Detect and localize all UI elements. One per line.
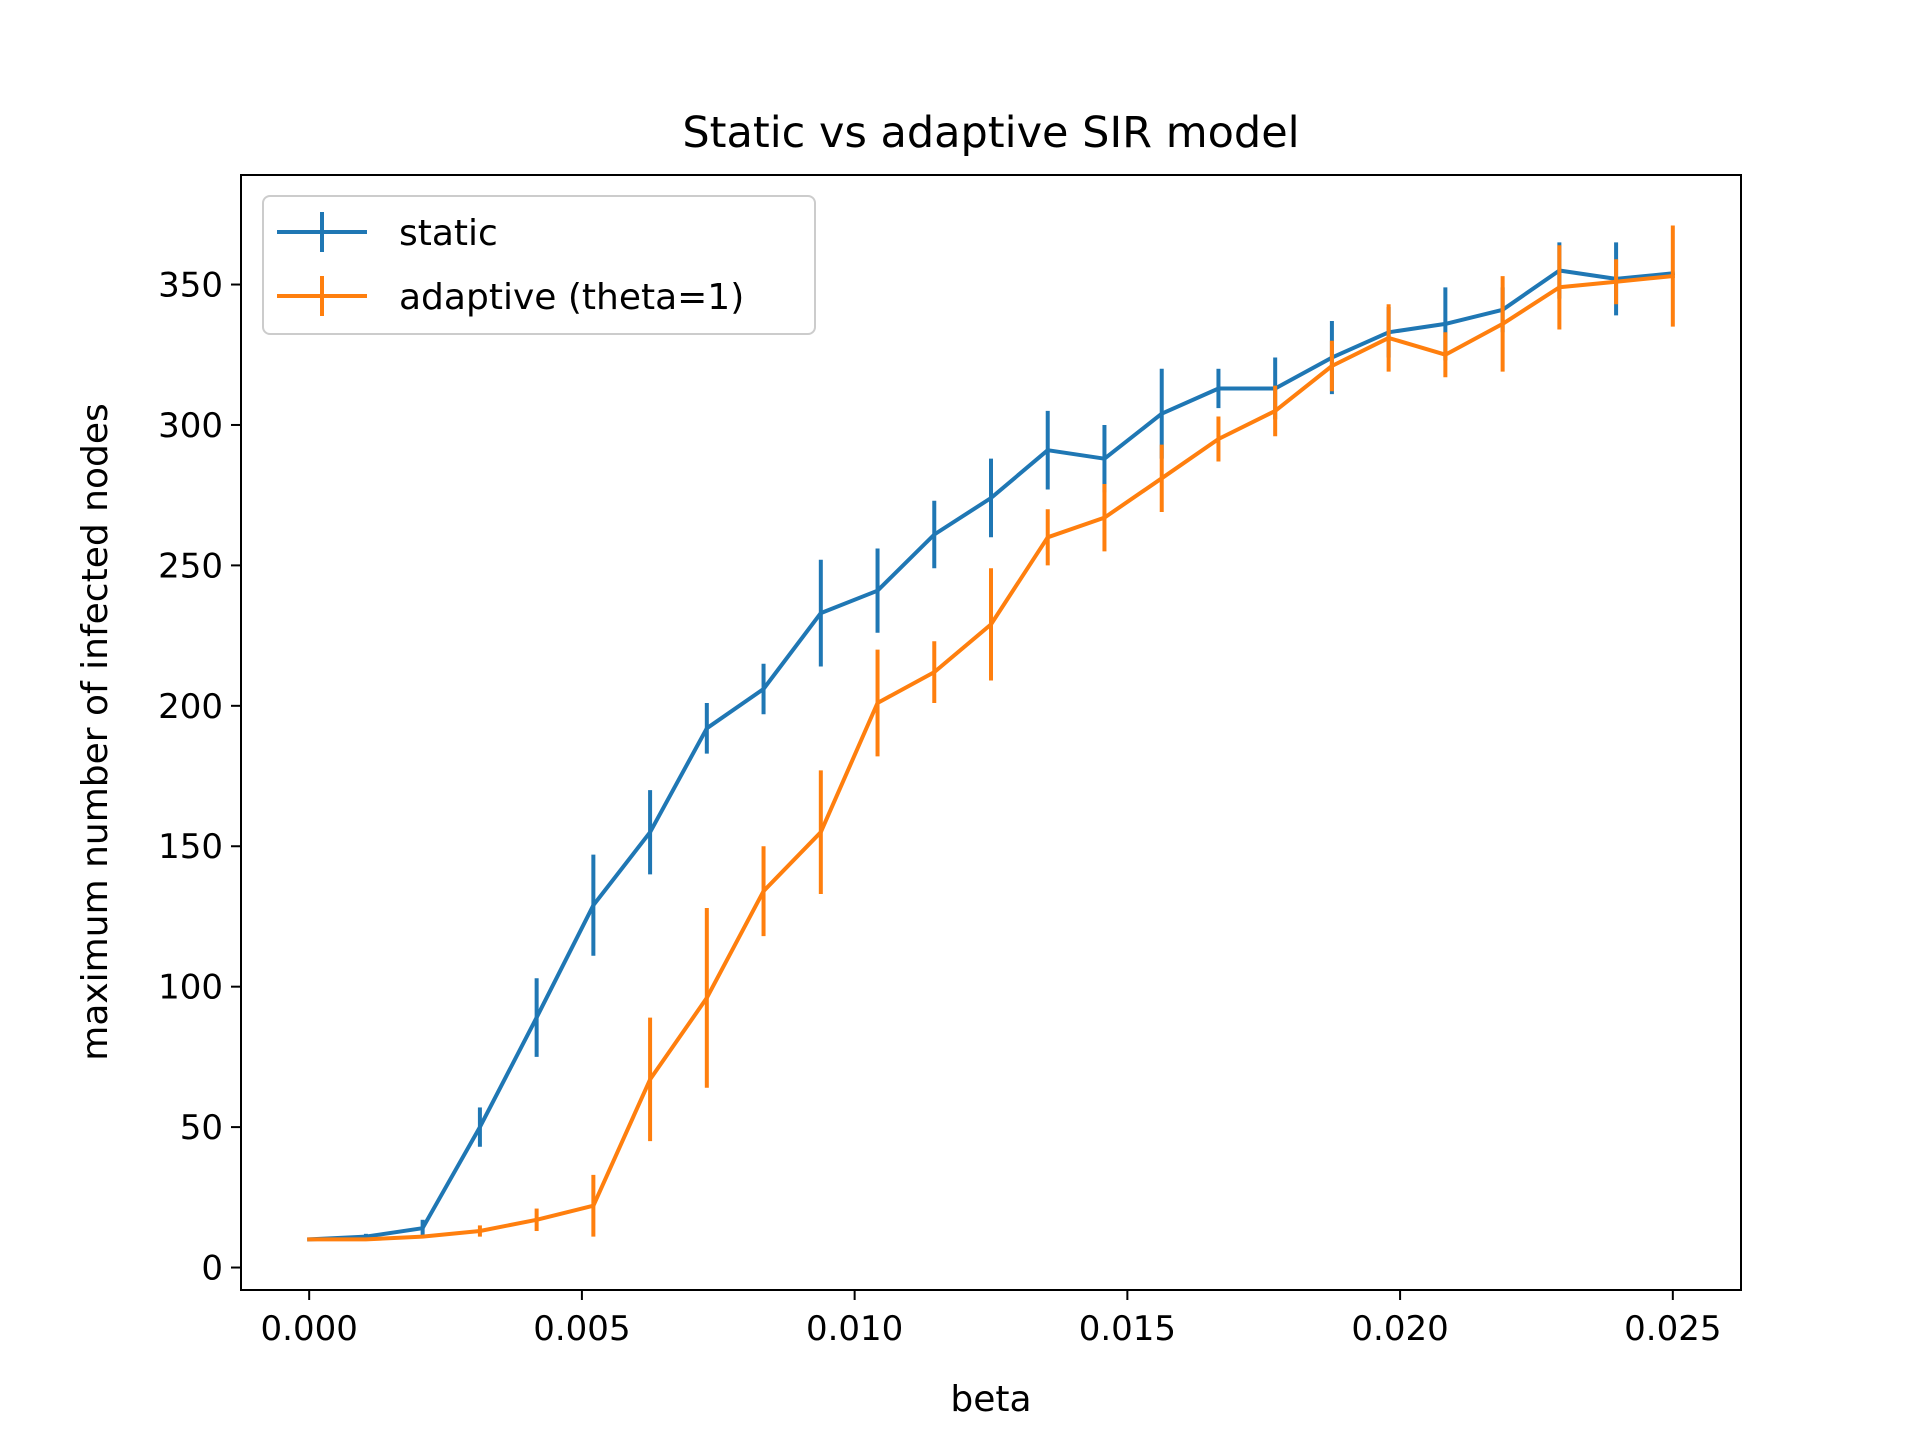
y-axis-label: maximum number of infected nodes bbox=[75, 403, 116, 1061]
legend-entries: static adaptive (theta=1) bbox=[277, 212, 744, 318]
x-tick-label: 0.015 bbox=[1079, 1309, 1176, 1349]
series-1 bbox=[307, 225, 1675, 1242]
x-tick-label: 0.000 bbox=[261, 1309, 358, 1349]
x-tick-label: 0.010 bbox=[806, 1309, 903, 1349]
series-layer bbox=[307, 225, 1675, 1242]
legend-label: static bbox=[399, 213, 498, 254]
legend-box bbox=[262, 195, 816, 335]
x-tick-label: 0.025 bbox=[1624, 1309, 1721, 1349]
y-tick-label: 100 bbox=[158, 968, 223, 1008]
series-line bbox=[307, 268, 1675, 1242]
y-tick-label: 150 bbox=[158, 827, 223, 867]
series-0 bbox=[307, 242, 1675, 1242]
legend-entry: static bbox=[277, 212, 498, 254]
y-tick-label: 350 bbox=[158, 266, 223, 306]
chart-title: Static vs adaptive SIR model bbox=[682, 108, 1299, 158]
legend: static adaptive (theta=1) bbox=[262, 195, 816, 335]
x-tick-label: 0.020 bbox=[1351, 1309, 1448, 1349]
y-tick-label: 300 bbox=[158, 406, 223, 446]
y-tick-label: 0 bbox=[201, 1249, 223, 1289]
y-tick-label: 200 bbox=[158, 687, 223, 727]
series-line bbox=[307, 273, 1675, 1242]
legend-label: adaptive (theta=1) bbox=[399, 277, 744, 318]
x-tick-label: 0.005 bbox=[533, 1309, 630, 1349]
y-tick-label: 250 bbox=[158, 546, 223, 586]
plot-frame bbox=[240, 174, 1742, 1291]
y-tick-label: 50 bbox=[180, 1108, 223, 1148]
legend-entry: adaptive (theta=1) bbox=[277, 276, 744, 318]
x-axis-label: beta bbox=[950, 1379, 1031, 1420]
ticks-layer: 0.000 0.005 0.010 0.015 0.020 0.025 0 50 100 150 2… bbox=[158, 266, 1721, 1349]
